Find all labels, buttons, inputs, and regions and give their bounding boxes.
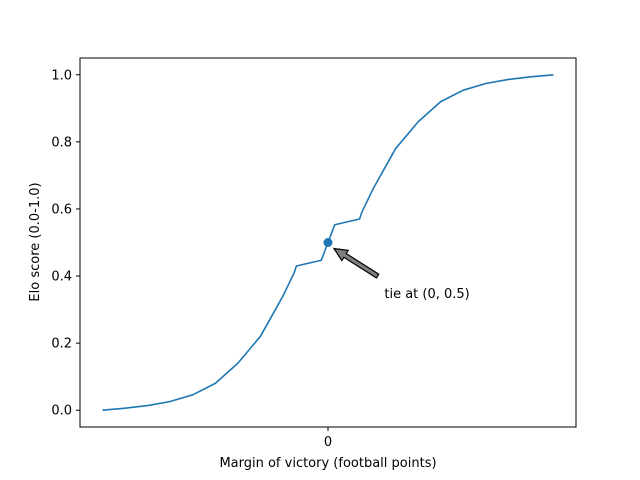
y-tick-label: 0.0 (51, 404, 72, 419)
annotation-text: tie at (0, 0.5) (384, 287, 469, 302)
x-axis-label: Margin of victory (football points) (219, 456, 436, 471)
y-tick-label: 0.8 (51, 135, 72, 150)
y-tick-label: 0.2 (51, 337, 72, 352)
highlight-point (323, 238, 333, 247)
annotation-arrow (332, 247, 380, 279)
y-axis-ticks: 0.0 0.2 0.4 0.6 0.8 1.0 (51, 68, 80, 419)
annotation-layer: tie at (0, 0.5) (332, 247, 470, 302)
y-tick-label: 1.0 (51, 68, 72, 83)
y-tick-label: 0.6 (51, 202, 72, 217)
x-tick-label: 0 (324, 435, 332, 450)
y-axis-label: Elo score (0.0-1.0) (28, 182, 43, 301)
x-axis-ticks: 0 (324, 427, 332, 450)
series-layer (102, 73, 554, 412)
y-tick-label: 0.4 (51, 270, 72, 285)
